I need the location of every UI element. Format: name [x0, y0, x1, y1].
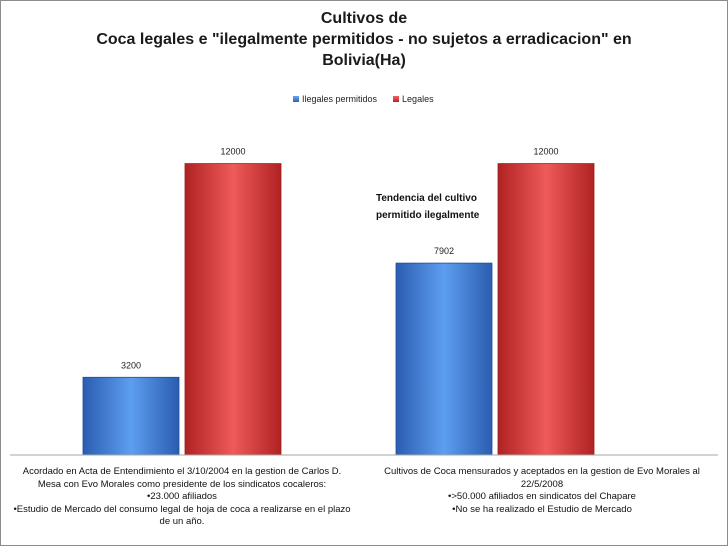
trend-annotation: Tendencia del cultivo permitido ilegalme…	[376, 190, 479, 224]
chart-title: Cultivos de Coca legales e "ilegalmente …	[0, 8, 728, 71]
category-1-line-2: Mesa con Evo Morales como presidente de …	[37, 478, 327, 490]
category-1-line-1: Acordado en Acta de Entendimiento el 3/1…	[22, 466, 342, 477]
data-label-legales-1: 12000	[220, 147, 245, 157]
bar-ilegales-1	[82, 376, 180, 456]
category-label-1: Acordado en Acta de Entendimiento el 3/1…	[6, 466, 358, 529]
data-label-ilegales-2: 7902	[434, 246, 454, 256]
category-1-line-4: •Estudio de Mercado del consumo legal de…	[13, 503, 351, 515]
legend-label-ilegales: Ilegales permitidos	[302, 94, 378, 104]
legend-item-legales: Legales	[393, 94, 434, 104]
legend-swatch-ilegales	[293, 96, 299, 102]
data-label-ilegales-1: 3200	[121, 360, 141, 370]
legend-item-ilegales: Ilegales permitidos	[293, 94, 377, 104]
bar-legales-1	[184, 163, 282, 456]
legend: Ilegales permitidos Legales	[293, 94, 450, 104]
chart-title-line-2: Coca legales e "ilegalmente permitidos -…	[96, 31, 632, 48]
category-1-line-5: de un año.	[159, 516, 205, 527]
chart-title-line-3: Bolivia(Ha)	[322, 52, 406, 69]
trend-annotation-line-1: Tendencia del cultivo	[376, 193, 477, 204]
data-label-legales-2: 12000	[533, 147, 558, 157]
legend-label-legales: Legales	[402, 94, 434, 104]
category-2-line-2: 22/5/2008	[520, 478, 564, 490]
category-2-line-1: Cultivos de Coca mensurados y aceptados …	[384, 466, 700, 477]
bar-ilegales-2	[395, 262, 493, 456]
bar-legales-2	[497, 163, 595, 456]
category-2-line-4: •No se ha realizado el Estudio de Mercad…	[452, 503, 632, 515]
legend-swatch-legales	[393, 96, 400, 102]
category-2-line-3: •>50.000 afiliados en sindicatos del Cha…	[448, 491, 636, 502]
category-1-line-3: •23.000 afiliados	[147, 491, 217, 502]
category-label-2: Cultivos de Coca mensurados y aceptados …	[372, 466, 712, 516]
trend-annotation-line-2: permitido ilegalmente	[376, 210, 480, 221]
chart-title-line-1: Cultivos de	[320, 10, 408, 27]
